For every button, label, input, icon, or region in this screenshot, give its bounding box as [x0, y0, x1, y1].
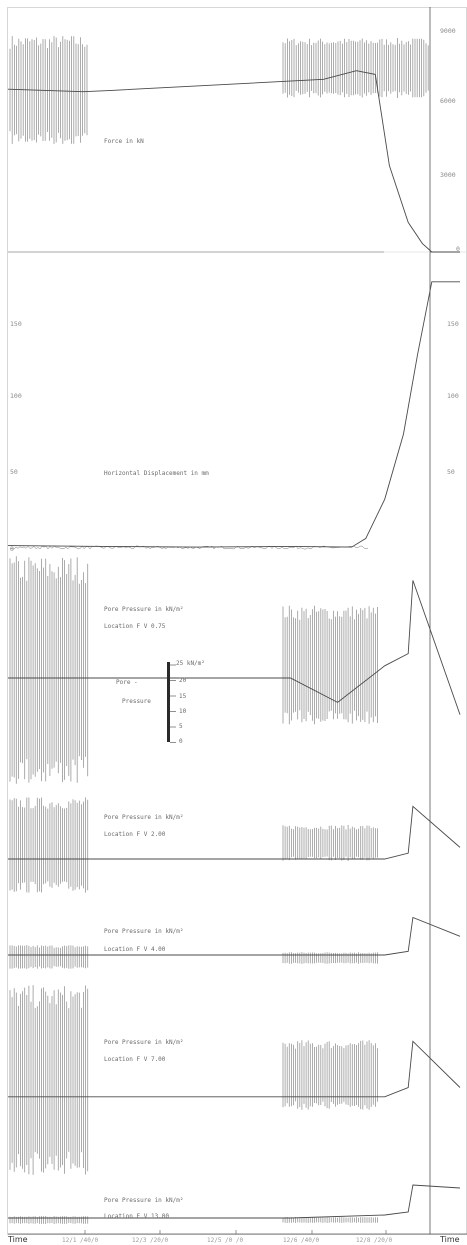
pp4-location: Location F V 7.00: [104, 1056, 166, 1063]
pressure-scale-label-2: Pressure: [122, 698, 151, 705]
disp-left-tick-100: 100: [10, 392, 22, 400]
time-tick-5: 12/8 /20/0: [356, 1237, 393, 1244]
pp2-oscillation-right: [282, 825, 378, 861]
pp4-title: Pore Pressure in kN/m²: [104, 1039, 183, 1046]
pp5-oscillation-right: [282, 1217, 378, 1223]
pp1-oscillation-right: [282, 605, 378, 725]
pp3-oscillation-right: [282, 952, 378, 964]
pp5-title: Pore Pressure in kN/m²: [104, 1197, 183, 1204]
disp-left-tick-0: 0: [10, 545, 14, 553]
time-tick-3: 12/5 /0 /0: [207, 1237, 244, 1244]
trace-lines: [7, 70, 461, 1219]
time-label-left: Time: [7, 1235, 28, 1244]
pressure-scale-bar: [167, 662, 170, 742]
time-tick-1: 12/1 /40/0: [62, 1237, 99, 1244]
pressure-scale-unit: 25 kN/m²: [176, 660, 205, 667]
disp-right-tick-150: 150: [447, 320, 459, 328]
oscillation-bands: [9, 36, 429, 1224]
pressure-tick-20: 20: [179, 677, 187, 684]
pore-pressure-trace-4: [8, 1040, 461, 1098]
force-tick-6000: 6000: [440, 97, 456, 105]
time-label-right: Time: [439, 1235, 460, 1244]
pore-pressure-scale: 25 kN/m² Pore - Pressure 20 15 10 5 0: [116, 660, 205, 745]
displacement-trace: [7, 281, 460, 548]
pp4-oscillation-right: [282, 1040, 378, 1110]
pp3-oscillation-left: [9, 945, 89, 969]
pp2-oscillation-left: [9, 797, 89, 893]
disp-right-tick-100: 100: [447, 392, 459, 400]
force-tick-0: 0: [456, 245, 460, 253]
pp3-title: Pore Pressure in kN/m²: [104, 928, 183, 935]
pressure-scale-label-1: Pore -: [116, 679, 138, 686]
pore-pressure-trace-2: [8, 805, 461, 860]
pp5-oscillation-left: [9, 1216, 89, 1224]
time-tick-4: 12/6 /40/0: [283, 1237, 320, 1244]
pp5-location: Location F V 13.00: [104, 1213, 169, 1220]
pp1-title: Pore Pressure in kN/m²: [104, 606, 183, 613]
pressure-tick-0: 0: [179, 738, 183, 745]
displacement-noise: [9, 545, 369, 550]
pressure-tick-5: 5: [179, 723, 183, 730]
pp4-oscillation-left: [9, 985, 89, 1175]
pore-pressure-trace-3: [8, 916, 461, 956]
displacement-title: Horizontal Displacement in mm: [104, 470, 209, 477]
pressure-tick-15: 15: [179, 693, 187, 700]
force-trace: [7, 70, 460, 253]
force-title: Force in kN: [104, 138, 144, 145]
pp1-location: Location F V 0.75: [104, 623, 166, 630]
pp3-location: Location F V 4.00: [104, 946, 166, 953]
disp-left-tick-150: 150: [10, 320, 22, 328]
force-tick-3000: 3000: [440, 171, 456, 179]
force-oscillation-right: [282, 38, 429, 98]
pp2-location: Location F V 2.00: [104, 831, 166, 838]
disp-left-tick-50: 50: [10, 468, 18, 476]
pore-pressure-trace-5: [8, 1184, 461, 1219]
disp-right-tick-50: 50: [447, 468, 455, 476]
force-tick-9000: 9000: [440, 27, 456, 35]
pp1-oscillation-left: [9, 556, 89, 784]
pore-pressure-trace-1: [8, 580, 461, 715]
pp2-title: Pore Pressure in kN/m²: [104, 814, 183, 821]
pressure-tick-10: 10: [179, 708, 187, 715]
time-tick-2: 12/3 /20/0: [132, 1237, 169, 1244]
